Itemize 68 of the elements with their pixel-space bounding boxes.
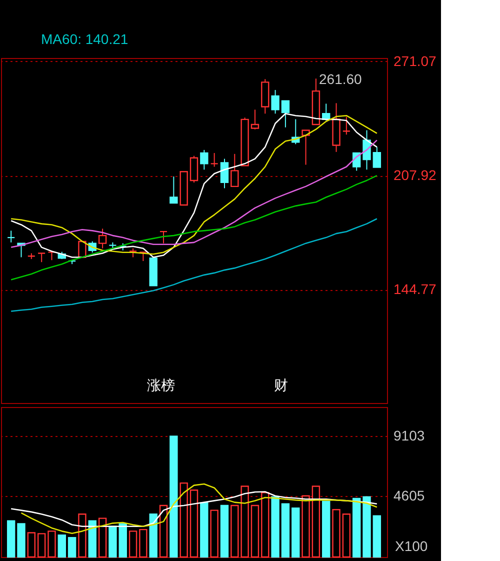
bar (159, 504, 168, 558)
bar (332, 509, 340, 558)
candlestick (170, 176, 178, 204)
candlestick (37, 252, 46, 263)
candlestick (6, 230, 16, 243)
bar (230, 504, 239, 558)
bar (292, 507, 300, 558)
bar (139, 528, 148, 558)
y-tick-label: 4605 (394, 487, 425, 504)
bar (302, 495, 310, 558)
bar (98, 518, 107, 558)
candlestick (281, 100, 290, 128)
line-series (20, 483, 378, 534)
bar (250, 504, 260, 558)
bar (240, 486, 249, 558)
bar (322, 500, 330, 558)
y-tick-label: 207.92 (394, 167, 437, 184)
text: X100 (395, 538, 428, 554)
line-series (10, 218, 378, 312)
bar (128, 530, 138, 558)
candlestick (230, 153, 239, 188)
bar (108, 526, 117, 558)
candlestick (220, 158, 229, 189)
candlestick (98, 228, 107, 249)
line-series (10, 174, 378, 280)
candlestick (200, 149, 208, 170)
bar (78, 514, 86, 558)
bar (190, 489, 198, 558)
line-series (10, 140, 378, 248)
bar (281, 503, 290, 558)
bar (372, 515, 382, 558)
bar (27, 532, 36, 558)
annotation: 涨榜 (147, 377, 175, 393)
candlestick (271, 89, 280, 114)
bar (88, 520, 96, 558)
bar (200, 502, 208, 558)
candlestick (210, 152, 218, 168)
y-tick-label: 9103 (394, 428, 425, 444)
bar (68, 536, 76, 558)
bar (37, 533, 46, 558)
annotation: 财 (274, 377, 288, 393)
bar (149, 514, 158, 558)
bar (352, 498, 361, 558)
text: MA60: 140.21 (41, 31, 128, 47)
bar (362, 496, 371, 558)
candlestick (190, 155, 198, 183)
bar (6, 520, 16, 558)
bar (180, 482, 188, 558)
y-tick-label: 144.77 (394, 281, 437, 298)
line-series (10, 491, 378, 528)
candlestick (342, 116, 351, 136)
y-tick-label: 271.07 (394, 52, 437, 69)
bar (58, 534, 66, 558)
candlestick (372, 146, 382, 168)
bar (118, 523, 127, 558)
candlestick (250, 109, 260, 130)
bar (342, 514, 351, 558)
bar (312, 486, 320, 558)
annotation: 261.60 (319, 71, 362, 87)
bar (210, 510, 218, 558)
bar (170, 436, 178, 558)
bar (220, 504, 229, 558)
candlestick (302, 130, 310, 166)
bar (261, 492, 270, 558)
candlestick (159, 230, 168, 244)
bar (17, 523, 26, 558)
bar (271, 496, 280, 558)
bar (48, 530, 56, 558)
